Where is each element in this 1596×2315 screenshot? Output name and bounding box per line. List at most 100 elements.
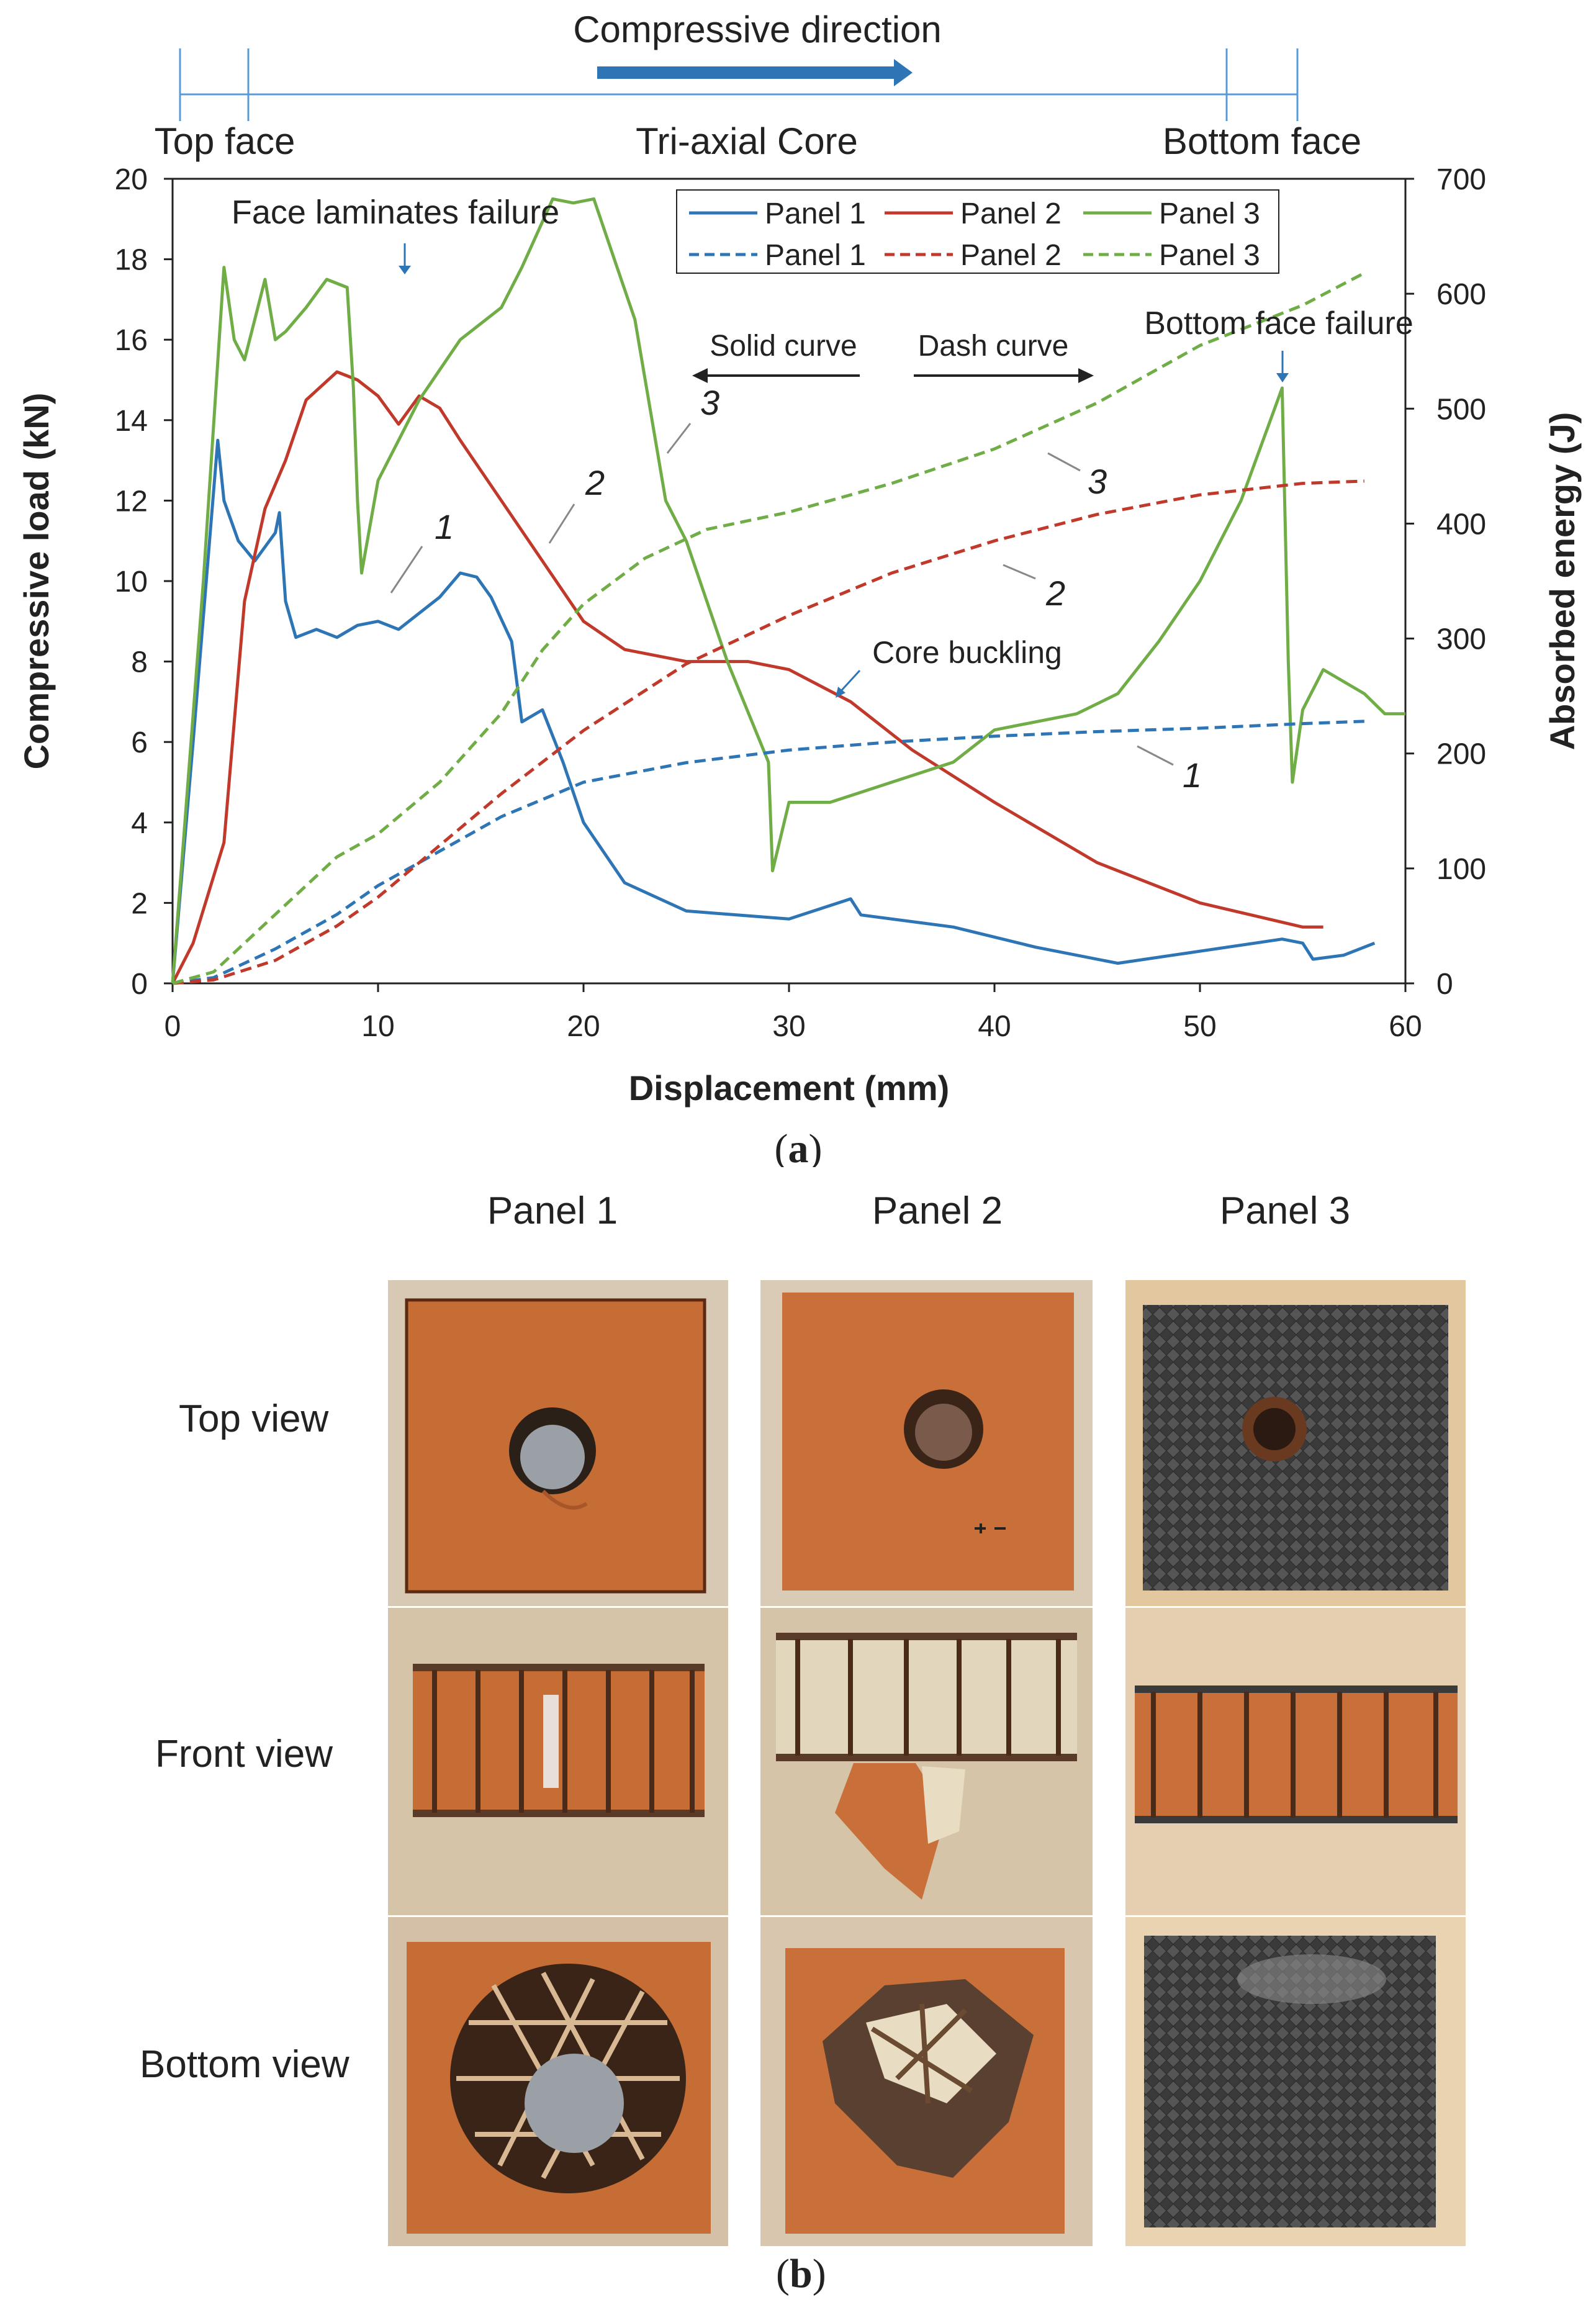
panel3-front-core xyxy=(1135,1689,1458,1819)
face-laminates-failure-label: Face laminates failure xyxy=(232,194,559,231)
x-axis-title: Displacement (mm) xyxy=(629,1068,950,1108)
panel1-top-crack xyxy=(541,1489,588,1510)
panel1-top-edge xyxy=(405,1298,706,1594)
series-load-panel-1 xyxy=(171,438,1376,984)
photo-panel1-top xyxy=(388,1280,728,1606)
photo-panel1-bottom xyxy=(388,1917,728,2246)
panel3-bottom-glare xyxy=(1237,1954,1386,2004)
x-tick-label: 30 xyxy=(772,1010,805,1043)
curve-markers: 1 2 3 1 2 3 xyxy=(390,383,1202,795)
panel1-top-image xyxy=(405,1298,706,1594)
series-energy-panel-1 xyxy=(172,720,1364,985)
photo-panel3-front xyxy=(1125,1608,1466,1915)
legend-label: Panel 3 xyxy=(1159,239,1260,272)
y-axis-right-title: Absorbed energy (J) xyxy=(1543,412,1582,751)
core-buckling-label: Core buckling xyxy=(872,635,1062,670)
x-tick-label: 60 xyxy=(1389,1010,1422,1043)
dash-curve-arrowhead xyxy=(1078,368,1094,383)
y-left-tick-label: 8 xyxy=(131,646,148,679)
y-left-tick-label: 10 xyxy=(115,566,148,598)
direction-arrow-shaft xyxy=(597,66,895,79)
panel1-bottom-hole xyxy=(525,2054,624,2153)
y-left-tick-label: 2 xyxy=(131,887,148,920)
y-left-tick-label: 14 xyxy=(115,405,148,438)
marker-load-2: 2 xyxy=(585,463,605,502)
core-buckling-arrowhead xyxy=(836,687,845,698)
series-energy-panel-3 xyxy=(172,271,1365,985)
y-left-tick-label: 6 xyxy=(131,726,148,759)
marker-energy-3: 3 xyxy=(1088,462,1107,501)
series-layer xyxy=(171,197,1405,985)
y-left-tick-label: 4 xyxy=(131,807,148,840)
core-label: Tri-axial Core xyxy=(636,120,858,162)
part-a-caption: (a) xyxy=(775,1126,823,1167)
marker-load-3: 3 xyxy=(700,383,719,422)
marker-load-2-arrow xyxy=(548,503,575,544)
direction-scale xyxy=(179,48,1299,121)
y-right-tick-label: 700 xyxy=(1436,163,1486,196)
marker-load-1-arrow xyxy=(390,546,423,593)
load-energy-chart: Compressive direction Top face Tri-axial… xyxy=(17,9,1582,1167)
panel3-front-bottom-skin xyxy=(1135,1816,1458,1823)
y-left-tick-label: 16 xyxy=(115,324,148,357)
panel1-front-bottom-skin xyxy=(413,1810,705,1817)
y-right-tick-label: 500 xyxy=(1436,393,1486,426)
dash-curve-label: Dash curve xyxy=(918,330,1069,363)
panel3-front-image xyxy=(1135,1685,1458,1823)
marker-energy-2: 2 xyxy=(1045,574,1065,613)
panel2-top-hole-inner xyxy=(915,1404,972,1461)
compressive-direction-label: Compressive direction xyxy=(573,9,942,50)
panel2-front-bottom-skin xyxy=(776,1754,1077,1761)
panel3-front-ribs xyxy=(1151,1692,1438,1818)
y-right-tick-label: 100 xyxy=(1436,853,1486,886)
x-tick-label: 0 xyxy=(165,1010,181,1043)
panel2-top-marking xyxy=(975,1523,1006,1533)
y-right-tick-label: 0 xyxy=(1436,968,1453,1001)
solid-curve-label: Solid curve xyxy=(710,330,857,363)
bottom-failure-arrowhead xyxy=(1276,373,1289,382)
series-energy-panel-2 xyxy=(172,479,1364,985)
panel2-front-top-skin xyxy=(776,1633,1077,1640)
direction-arrow-head xyxy=(894,59,913,86)
panel2-bottom-ribs xyxy=(870,2003,973,2104)
marker-load-3-arrow xyxy=(666,423,692,454)
panel1-bottom-image xyxy=(407,1942,711,2234)
col-title-panel-3: Panel 3 xyxy=(1219,1189,1351,1232)
marker-energy-2-arrow xyxy=(1003,564,1036,580)
panel2-front-ribs xyxy=(795,1639,1061,1756)
y-right-tick-label: 400 xyxy=(1436,508,1486,541)
face-failure-arrowhead xyxy=(399,266,411,274)
legend-label: Panel 2 xyxy=(960,239,1062,272)
row-label-front-view: Front view xyxy=(155,1733,333,1776)
y-left-tick-label: 18 xyxy=(115,244,148,277)
col-title-panel-1: Panel 1 xyxy=(487,1189,618,1232)
panel1-top-hole-inner xyxy=(520,1425,585,1489)
series-load-panel-2 xyxy=(171,370,1323,985)
legend: Panel 1 Panel 2 Panel 3 Panel 1 Panel 2 Panel… xyxy=(676,189,1279,274)
top-face-label: Top face xyxy=(155,120,295,162)
photo-panel2-top xyxy=(760,1280,1093,1606)
y-left-tick-label: 12 xyxy=(115,485,148,518)
photo-panel3-top xyxy=(1125,1280,1466,1606)
panel1-front-gap xyxy=(543,1695,559,1788)
series-load-panel-3 xyxy=(171,197,1405,984)
core-buckling-arrow xyxy=(838,669,861,694)
y-axis-left-title: Compressive load (kN) xyxy=(17,393,56,770)
x-tick-label: 20 xyxy=(567,1010,600,1043)
panel2-front-debris xyxy=(835,1763,947,1900)
legend-label: Panel 1 xyxy=(765,239,866,272)
col-title-panel-2: Panel 2 xyxy=(872,1189,1003,1232)
legend-label: Panel 3 xyxy=(1159,197,1260,230)
x-tick-label: 50 xyxy=(1183,1010,1216,1043)
panel3-front-top-skin xyxy=(1135,1685,1458,1693)
bottom-face-label: Bottom face xyxy=(1163,120,1361,162)
legend-box xyxy=(676,189,1279,274)
x-axis: 0 10 20 30 40 50 60 xyxy=(165,983,1422,1043)
panel3-bottom-image xyxy=(1144,1936,1436,2227)
plot-frame xyxy=(171,178,1407,985)
marker-energy-1: 1 xyxy=(1183,756,1202,795)
marker-energy-1-arrow xyxy=(1137,745,1174,766)
x-tick-label: 40 xyxy=(978,1010,1011,1043)
bottom-face-failure-label: Bottom face failure xyxy=(1144,305,1413,341)
marker-energy-3-arrow xyxy=(1047,452,1081,472)
